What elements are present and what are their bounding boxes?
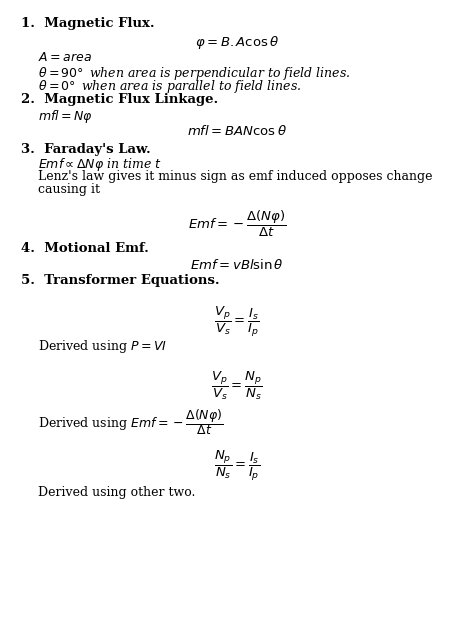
Text: $A = area$: $A = area$ xyxy=(38,51,92,64)
Text: 5.  Transformer Equations.: 5. Transformer Equations. xyxy=(21,274,220,288)
Text: causing it: causing it xyxy=(38,183,100,196)
Text: $mfl = N\varphi$: $mfl = N\varphi$ xyxy=(38,108,93,125)
Text: $\dfrac{N_p}{N_s} = \dfrac{I_s}{I_p}$: $\dfrac{N_p}{N_s} = \dfrac{I_s}{I_p}$ xyxy=(214,448,260,483)
Text: Derived using other two.: Derived using other two. xyxy=(38,486,195,499)
Text: $Emf = -\dfrac{\Delta(N\varphi)}{\Delta t}$: $Emf = -\dfrac{\Delta(N\varphi)}{\Delta … xyxy=(188,209,286,240)
Text: 2.  Magnetic Flux Linkage.: 2. Magnetic Flux Linkage. xyxy=(21,93,219,106)
Text: Derived using $Emf = -\dfrac{\Delta(N\varphi)}{\Delta t}$: Derived using $Emf = -\dfrac{\Delta(N\va… xyxy=(38,407,223,437)
Text: $Emf \propto \Delta N\varphi$ in time $t$: $Emf \propto \Delta N\varphi$ in time $t… xyxy=(38,156,162,173)
Text: 1.  Magnetic Flux.: 1. Magnetic Flux. xyxy=(21,17,155,30)
Text: $Emf = vBl\sin\theta$: $Emf = vBl\sin\theta$ xyxy=(190,258,284,273)
Text: $\dfrac{V_p}{V_s} = \dfrac{N_p}{N_s}$: $\dfrac{V_p}{V_s} = \dfrac{N_p}{N_s}$ xyxy=(211,369,263,402)
Text: $\theta = 90°\,$ when area is perpendicular to field lines.: $\theta = 90°\,$ when area is perpendicu… xyxy=(38,65,350,81)
Text: $\varphi = B.A\cos\theta$: $\varphi = B.A\cos\theta$ xyxy=(195,34,279,51)
Text: $\dfrac{V_p}{V_s} = \dfrac{I_s}{I_p}$: $\dfrac{V_p}{V_s} = \dfrac{I_s}{I_p}$ xyxy=(214,304,260,338)
Text: Lenz's law gives it minus sign as emf induced opposes change: Lenz's law gives it minus sign as emf in… xyxy=(38,170,432,183)
Text: 3.  Faraday's Law.: 3. Faraday's Law. xyxy=(21,143,151,156)
Text: Derived using $P = VI$: Derived using $P = VI$ xyxy=(38,338,167,355)
Text: $\theta = 0°\,$ when area is parallel to field lines.: $\theta = 0°\,$ when area is parallel to… xyxy=(38,78,301,95)
Text: 4.  Motional Emf.: 4. Motional Emf. xyxy=(21,242,149,255)
Text: $mfl = BAN\cos\theta$: $mfl = BAN\cos\theta$ xyxy=(187,124,287,138)
